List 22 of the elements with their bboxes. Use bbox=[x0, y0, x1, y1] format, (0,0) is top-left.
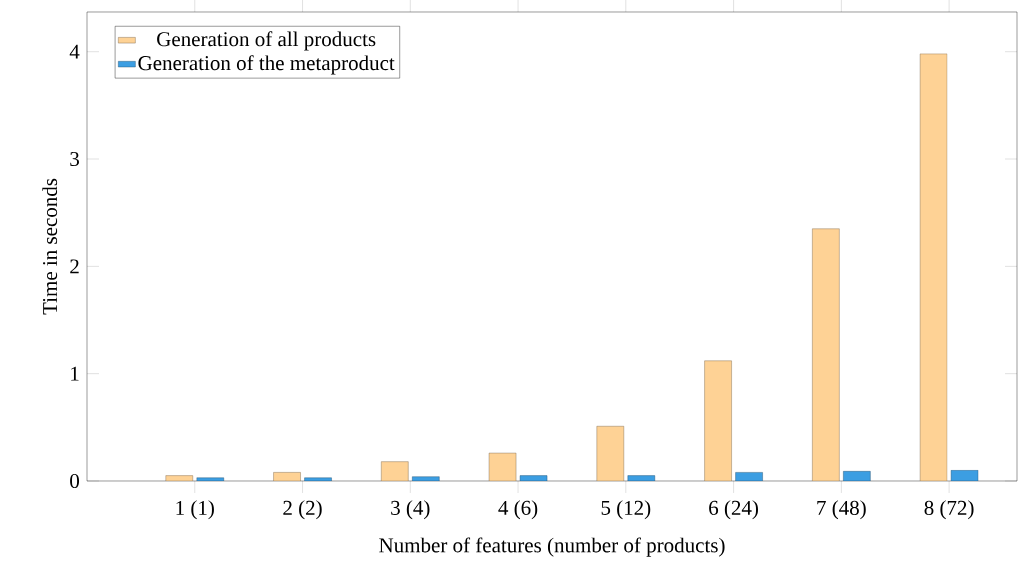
x-tick-label: 7 (48) bbox=[817, 500, 866, 520]
x-tick-label: 2 (2) bbox=[283, 500, 322, 520]
x-tick-label: 8 (72) bbox=[924, 500, 974, 520]
y-tick-label: 0 bbox=[70, 473, 80, 489]
legend-label: Generation of the metaproduct bbox=[138, 55, 395, 75]
bar bbox=[704, 360, 732, 481]
bar bbox=[919, 53, 948, 481]
x-tick-label: 4 (6) bbox=[498, 500, 538, 520]
y-tick-label: 3 bbox=[70, 151, 79, 167]
y-tick-label: 4 bbox=[69, 44, 80, 59]
x-tick-label: 5 (12) bbox=[601, 500, 651, 520]
y-axis-title: Time in seconds bbox=[42, 178, 58, 315]
x-tick-label: 1 (1) bbox=[176, 500, 214, 520]
y-tick-label: 1 bbox=[71, 366, 79, 381]
y-tick-label: 2 bbox=[70, 259, 79, 274]
x-axis-title: Number of features (number of products) bbox=[379, 537, 725, 557]
bar bbox=[381, 461, 409, 481]
x-tick-label: 3 (4) bbox=[391, 500, 430, 520]
bar bbox=[596, 426, 625, 481]
x-tick-label: 6 (24) bbox=[709, 500, 759, 520]
bar bbox=[812, 228, 840, 481]
legend-label: Generation of all products bbox=[157, 31, 376, 51]
